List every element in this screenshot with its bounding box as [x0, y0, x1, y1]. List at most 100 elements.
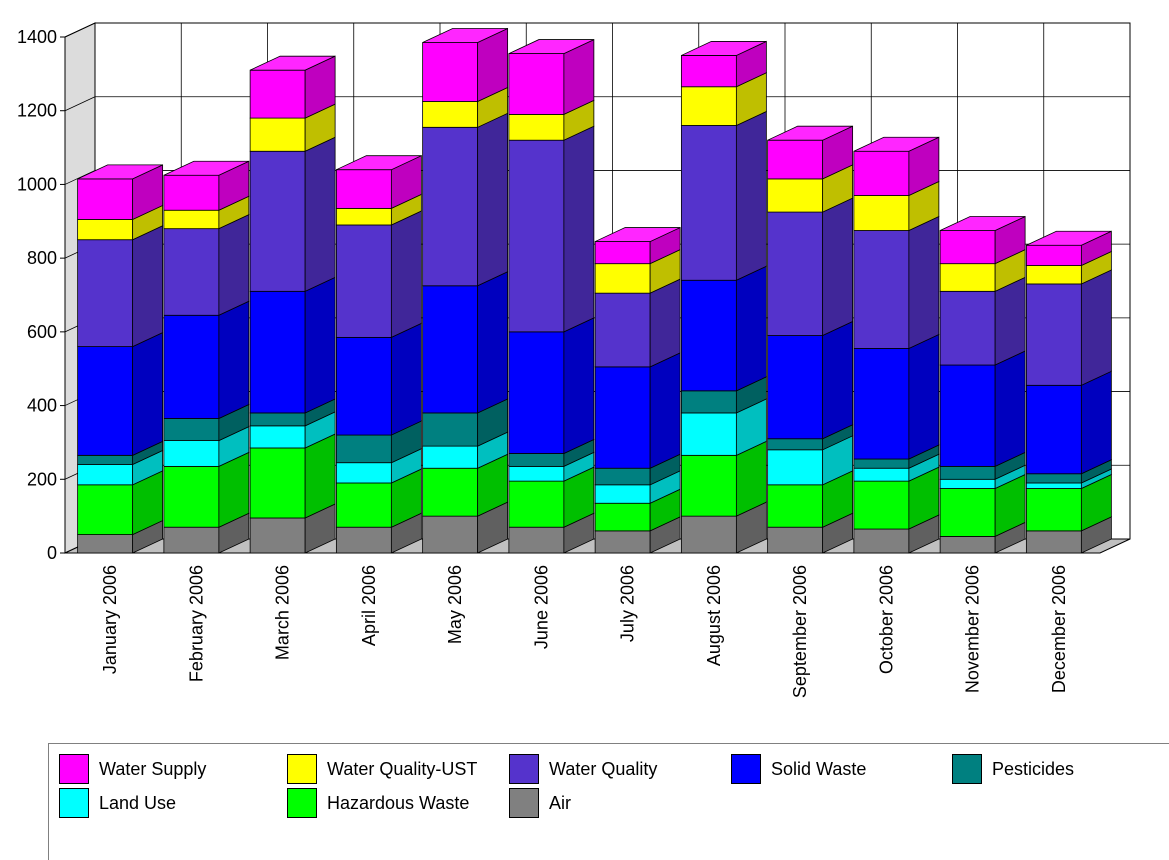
x-tick-label: January 2006 — [100, 565, 120, 674]
x-tick-label: February 2006 — [186, 565, 206, 682]
bar-segment-water-quality — [335, 224, 392, 338]
bar-segment-solid-waste — [767, 335, 824, 440]
bar-segment-water-quality — [853, 230, 910, 349]
legend-swatch — [59, 788, 89, 818]
bar-segment-water-supply — [77, 178, 134, 220]
gridline-side — [64, 96, 96, 112]
x-tick-label: August 2006 — [704, 565, 724, 666]
bar-segment-land-use — [853, 467, 910, 482]
bar-segment-water-quality — [163, 228, 220, 316]
bar-side-face — [649, 278, 681, 368]
bar-segment-air — [508, 526, 565, 554]
bar-side-face — [390, 322, 422, 436]
bar-segment-pesticides — [767, 438, 824, 451]
y-tick-label: 0 — [47, 543, 57, 563]
bar-segment-pesticides — [1025, 473, 1082, 484]
bar-top-face — [336, 155, 422, 171]
bar-segment-water-quality-ust — [680, 86, 737, 126]
bar-segment-hazardous-waste — [422, 467, 479, 517]
bar-segment-solid-waste — [853, 348, 910, 460]
bar-segment-land-use — [767, 449, 824, 486]
legend-swatch — [509, 754, 539, 784]
x-tick-label: September 2006 — [790, 565, 810, 698]
bar-segment-water-supply — [422, 42, 479, 102]
bar-side-face — [304, 276, 336, 414]
legend-label: Water Supply — [99, 758, 207, 779]
bar-side-face — [304, 136, 336, 292]
bar-side-face — [908, 215, 940, 350]
bar-segment-water-supply — [939, 230, 996, 265]
bar-segment-land-use — [422, 445, 479, 469]
bar-segment-hazardous-waste — [77, 484, 134, 535]
bar-segment-land-use — [508, 465, 565, 482]
legend-item: Hazardous Waste — [287, 788, 469, 818]
bar-segment-water-quality-ust — [77, 219, 134, 241]
bar-side-face — [735, 110, 767, 281]
legend-swatch — [952, 754, 982, 784]
bar-segment-solid-waste — [508, 331, 565, 454]
bar-side-face — [218, 214, 250, 316]
bar-side-face — [735, 265, 767, 392]
bar-segment-water-quality-ust — [508, 114, 565, 141]
legend-label: Air — [549, 792, 571, 813]
bar-segment-water-quality — [1025, 283, 1082, 386]
x-tick-label: July 2006 — [618, 565, 638, 642]
legend-item: Air — [509, 788, 571, 818]
bar-segment-solid-waste — [680, 279, 737, 392]
bar-top-face — [508, 39, 595, 54]
bar-segment-hazardous-waste — [853, 480, 910, 530]
legend-item: Water Quality-UST — [287, 754, 477, 784]
y-tick-label: 200 — [27, 469, 57, 489]
bar-segment-air — [939, 536, 996, 554]
bar-segment-pesticides — [249, 412, 306, 427]
bar-segment-water-quality-ust — [853, 195, 910, 231]
bar-side-face — [477, 271, 509, 414]
bar-segment-water-quality — [422, 126, 479, 287]
bar-segment-air — [335, 526, 392, 554]
bar-segment-water-supply — [163, 174, 220, 211]
legend-swatch — [509, 788, 539, 818]
x-tick-label: December 2006 — [1049, 565, 1069, 693]
bar-side-face — [390, 210, 422, 339]
bar-segment-air — [163, 526, 220, 554]
legend-label: Hazardous Waste — [327, 792, 470, 813]
bar-segment-water-supply — [335, 169, 392, 209]
bar-segment-solid-waste — [335, 336, 392, 436]
bar-segment-water-quality-ust — [163, 209, 220, 230]
bar-segment-water-supply — [680, 55, 737, 88]
bar-segment-water-quality-ust — [939, 263, 996, 292]
bar-segment-land-use — [939, 478, 996, 489]
y-tick-label: 400 — [27, 396, 57, 416]
bar-top-face — [422, 28, 508, 43]
bar-segment-air — [422, 515, 479, 554]
bar-segment-hazardous-waste — [508, 480, 565, 528]
bar-top-face — [939, 216, 1026, 231]
bar-top-face — [594, 227, 681, 242]
bar-top-face — [681, 41, 767, 56]
bar-segment-air — [594, 530, 651, 554]
x-tick-label: October 2006 — [876, 565, 896, 674]
x-tick-label: March 2006 — [273, 565, 293, 660]
y-tick-label: 800 — [27, 248, 57, 268]
bar-side-face — [822, 197, 854, 337]
legend-label: Water Quality-UST — [327, 758, 478, 779]
bar-segment-water-supply — [767, 139, 824, 180]
bar-segment-water-quality — [77, 239, 134, 347]
bar-segment-water-quality-ust — [249, 117, 306, 152]
bar-segment-water-supply — [249, 69, 306, 119]
legend-item: Solid Waste — [731, 754, 866, 784]
legend-item: Pesticides — [952, 754, 1074, 784]
bar-side-face — [304, 433, 336, 519]
bar-top-face — [249, 55, 336, 71]
y-tick-label: 1400 — [17, 27, 57, 47]
bar-segment-water-supply — [508, 53, 565, 115]
legend-label: Pesticides — [992, 758, 1075, 779]
chart-legend: Water Supply Water Quality-UST Water Quali… — [48, 743, 1169, 860]
legend-label: Water Quality — [549, 758, 658, 779]
bar-side-face — [1080, 370, 1112, 475]
legend-item: Land Use — [59, 788, 176, 818]
legend-swatch — [59, 754, 89, 784]
bar-segment-hazardous-waste — [939, 488, 996, 537]
bar-side-face — [563, 125, 595, 333]
bar-segment-solid-waste — [249, 290, 306, 414]
